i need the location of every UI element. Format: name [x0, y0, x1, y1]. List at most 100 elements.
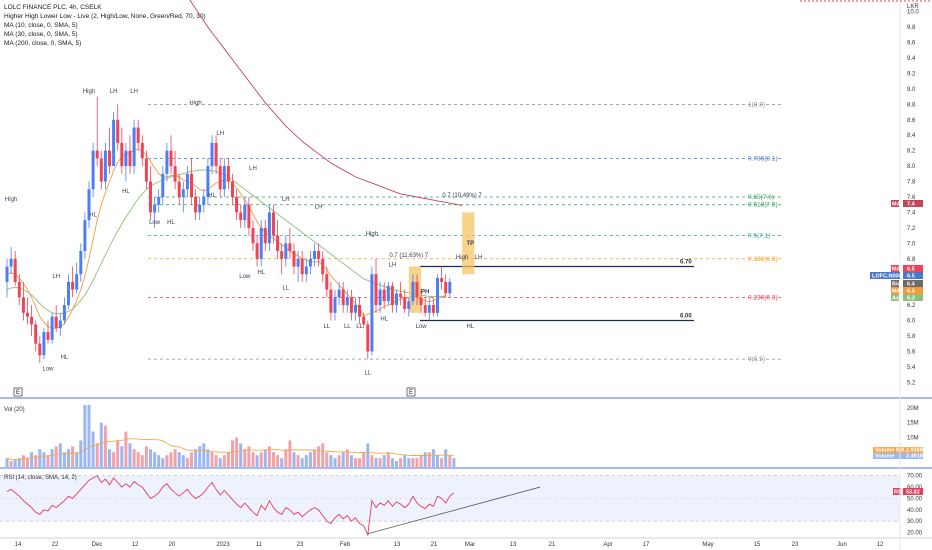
volume-bar: [50, 449, 54, 467]
pivot-label: High: [5, 197, 17, 203]
rsi-tick-label: 50.00: [907, 496, 923, 502]
volume-bar: [5, 458, 9, 467]
price-tick-label: 8.2: [907, 149, 916, 155]
candle-body: [50, 316, 54, 340]
volume-bar: [452, 458, 456, 467]
x-tick-label: Dec: [92, 542, 103, 548]
candle-body: [354, 305, 357, 313]
volume-bar: [333, 458, 337, 467]
volume-tag-value: 2.491M: [906, 454, 925, 460]
fib-level-label: 0.236(6.3): [748, 294, 778, 301]
candle-body: [181, 189, 185, 197]
volume-bar: [431, 449, 435, 467]
candle-body: [202, 197, 206, 205]
price-tick-label: 9.4: [907, 56, 916, 62]
volume-bar: [67, 449, 70, 467]
candle-body: [333, 297, 337, 313]
volume-bar: [403, 455, 407, 467]
candle-body: [415, 281, 419, 298]
price-pane[interactable]: 1(8.8) 0.786(8.1) 0.65(7.6)0.618(7.5) 0.5(7…: [5, 0, 783, 397]
price-tag-value: 6.3: [907, 296, 915, 302]
volume-bar: [190, 452, 193, 467]
candle-body: [218, 166, 222, 190]
candle-body: [198, 204, 202, 213]
volume-pane[interactable]: Vol (20)20M15M10M5MVolume MA2.926MVolume…: [4, 404, 925, 467]
volume-bar: [128, 443, 132, 467]
earnings-marker-label: E: [16, 390, 20, 396]
pivot-label: HL: [466, 324, 474, 330]
price-tick-label: 6.8: [907, 257, 916, 263]
volume-bar: [292, 452, 296, 467]
candle-body: [190, 173, 193, 197]
volume-bar: [267, 446, 271, 467]
volume-bar: [395, 461, 398, 467]
volume-bar: [345, 449, 349, 467]
price-tick-label: 9.8: [907, 25, 916, 31]
volume-bar: [440, 458, 444, 467]
rsi-pane[interactable]: RSI (14, close, SMA, 14, 2)70.0060.0050.…: [0, 474, 923, 537]
volume-tag-value: 2.926M: [906, 448, 925, 454]
price-tag-value: 6.3: [907, 289, 915, 295]
ma200-line: [189, 0, 463, 206]
price-tag: [903, 272, 923, 279]
volume-bar: [42, 452, 46, 467]
x-tick-label: 15: [754, 542, 761, 548]
pivot-label: Low: [42, 367, 54, 373]
volume-bar: [140, 455, 144, 467]
volume-bar: [79, 440, 83, 467]
candle-body: [423, 305, 427, 313]
price-tag: [891, 287, 899, 294]
candle-body: [17, 281, 21, 298]
volume-tag: [873, 447, 923, 453]
volume-bar: [329, 455, 333, 467]
indicator-line: MA (30, close, 0, SMA, 5): [4, 31, 78, 38]
volume-ma-line: [6, 438, 454, 461]
price-tick-label: 7.0: [907, 241, 916, 247]
pivot-label: HL: [380, 317, 388, 323]
candle-body: [21, 297, 25, 313]
price-tick-label: 9.6: [907, 41, 916, 47]
volume-bar: [75, 452, 79, 467]
price-tag-name: MA: [892, 267, 901, 273]
pivot-label: High: [366, 232, 378, 238]
volume-bar: [30, 452, 34, 467]
candle-body: [161, 173, 165, 197]
volume-bar: [214, 455, 218, 467]
candle-body: [382, 289, 386, 302]
price-tag: [870, 272, 900, 279]
volume-bar: [108, 449, 111, 467]
volume-bar: [218, 458, 222, 467]
earnings-marker-box: [13, 387, 23, 397]
volume-tag: [873, 453, 923, 459]
x-tick-label: 12: [877, 542, 884, 548]
x-tick-label: 17: [643, 542, 650, 548]
volume-bar: [235, 437, 239, 467]
x-tick-label: 21: [431, 542, 438, 548]
volume-bar: [243, 449, 247, 467]
candle-body: [30, 316, 34, 325]
rsi-tick-label: 20.00: [907, 531, 923, 537]
candle-body: [395, 293, 398, 306]
volume-bar: [366, 443, 370, 467]
candle-body: [276, 235, 280, 252]
price-tick-label: 7.2: [907, 226, 916, 232]
price-tag: [903, 200, 923, 207]
candle-body: [165, 150, 169, 174]
price-tag: [891, 200, 899, 207]
volume-bar: [288, 440, 292, 467]
fib-level-label: 0.382(6.8): [748, 256, 778, 263]
volume-bar: [325, 452, 329, 467]
candle-body: [91, 150, 95, 190]
pivot-label: Low: [149, 220, 161, 226]
volume-bar: [132, 449, 136, 467]
candle-body: [427, 305, 431, 313]
volume-bar: [161, 458, 165, 467]
candle-body: [169, 150, 173, 167]
pivot-label: LL: [344, 324, 351, 330]
price-tick-label: 7.4: [907, 210, 916, 216]
horizontal-level-label: 6.00: [680, 314, 692, 320]
candle-body: [288, 243, 292, 252]
candle-body: [9, 258, 13, 267]
